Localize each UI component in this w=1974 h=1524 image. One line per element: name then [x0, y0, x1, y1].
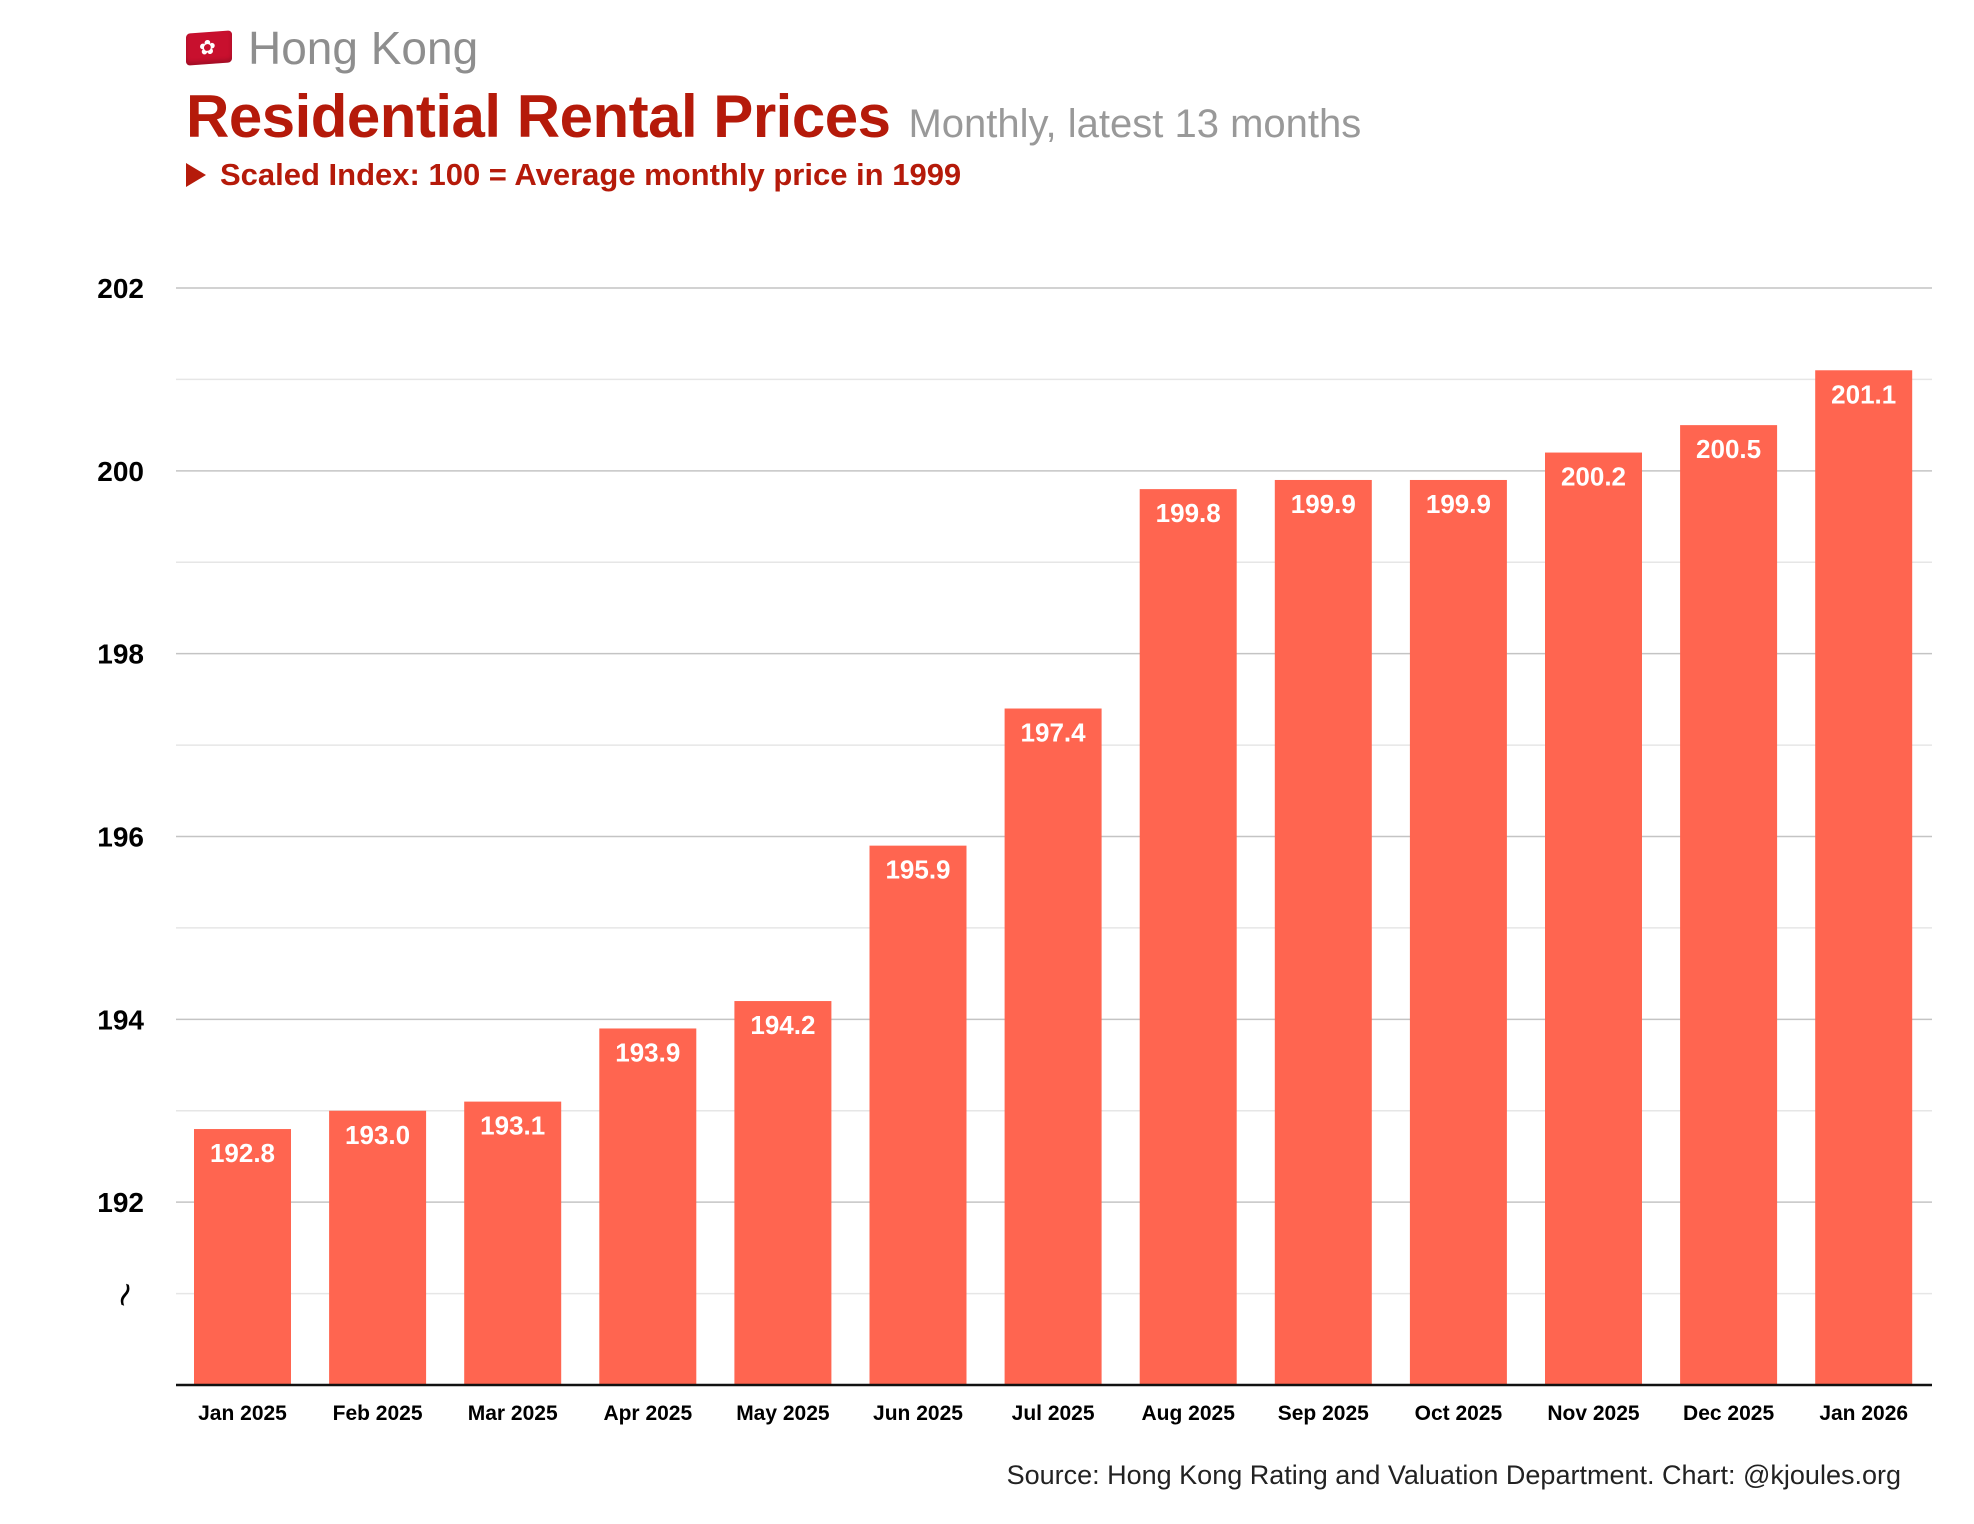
x-tick-label: Aug 2025 [1142, 1402, 1236, 1425]
bar [1680, 425, 1778, 1385]
x-tick-label: Sep 2025 [1278, 1402, 1369, 1425]
bar-value-label: 194.2 [750, 1010, 815, 1040]
note-row: Scaled Index: 100 = Average monthly pric… [186, 157, 1361, 193]
bar-value-label: 197.4 [1021, 718, 1087, 748]
x-tick-label: Nov 2025 [1547, 1402, 1640, 1425]
bar-value-label: 200.5 [1696, 434, 1761, 464]
bar-value-label: 192.8 [210, 1138, 275, 1168]
x-tick-label: Dec 2025 [1683, 1402, 1774, 1425]
index-note: Scaled Index: 100 = Average monthly pric… [220, 157, 962, 192]
x-tick-label: Jun 2025 [873, 1402, 963, 1425]
x-tick-label: Jul 2025 [1012, 1402, 1095, 1425]
bar-value-label: 200.2 [1561, 462, 1626, 492]
bar [1274, 479, 1372, 1386]
bar [1004, 708, 1102, 1385]
bar [464, 1101, 562, 1385]
bar [1409, 479, 1507, 1386]
bar-value-label: 193.1 [480, 1111, 545, 1141]
region-name: Hong Kong [248, 22, 479, 74]
title-row: Residential Rental Prices Monthly, lates… [186, 82, 1361, 151]
bar [329, 1110, 427, 1385]
bar [194, 1129, 291, 1385]
x-tick-label: May 2025 [736, 1402, 830, 1425]
bar-value-label: 201.1 [1831, 379, 1896, 409]
x-tick-label: Jan 2025 [198, 1402, 287, 1425]
y-tick-label: 192 [97, 1187, 144, 1218]
bar-value-label: 195.9 [885, 855, 950, 885]
y-tick-label: 196 [97, 822, 144, 853]
y-tick-label: 202 [97, 273, 144, 304]
bar [1139, 489, 1237, 1385]
y-tick-label: 200 [97, 456, 144, 487]
bar [599, 1028, 697, 1385]
bar-value-label: 199.9 [1426, 489, 1491, 519]
x-tick-label: Feb 2025 [333, 1402, 423, 1425]
bar-value-label: 193.9 [615, 1037, 680, 1067]
x-tick-label: Jan 2026 [1819, 1402, 1908, 1425]
source-note: Source: Hong Kong Rating and Valuation D… [1006, 1460, 1901, 1490]
x-tick-label: Apr 2025 [603, 1402, 692, 1425]
bar-value-label: 199.8 [1156, 498, 1221, 528]
chart-header: Hong Kong Residential Rental Prices Mont… [186, 18, 1361, 193]
x-tick-label: Oct 2025 [1415, 1402, 1503, 1425]
bar [1545, 452, 1642, 1385]
bar-value-label: 193.0 [345, 1120, 410, 1150]
bar-value-label: 199.9 [1291, 489, 1356, 519]
bar [869, 845, 967, 1385]
region-row: Hong Kong [186, 18, 1361, 78]
axis-break-icon: ~ [101, 1274, 148, 1314]
y-tick-label: 194 [97, 1004, 144, 1035]
bar [1815, 370, 1913, 1385]
bar [734, 1001, 832, 1385]
chart-subtitle: Monthly, latest 13 months [908, 102, 1362, 146]
y-tick-label: 198 [97, 639, 144, 670]
x-tick-label: Mar 2025 [468, 1402, 558, 1425]
triangle-right-icon [186, 163, 206, 187]
chart-title: Residential Rental Prices [186, 83, 891, 150]
